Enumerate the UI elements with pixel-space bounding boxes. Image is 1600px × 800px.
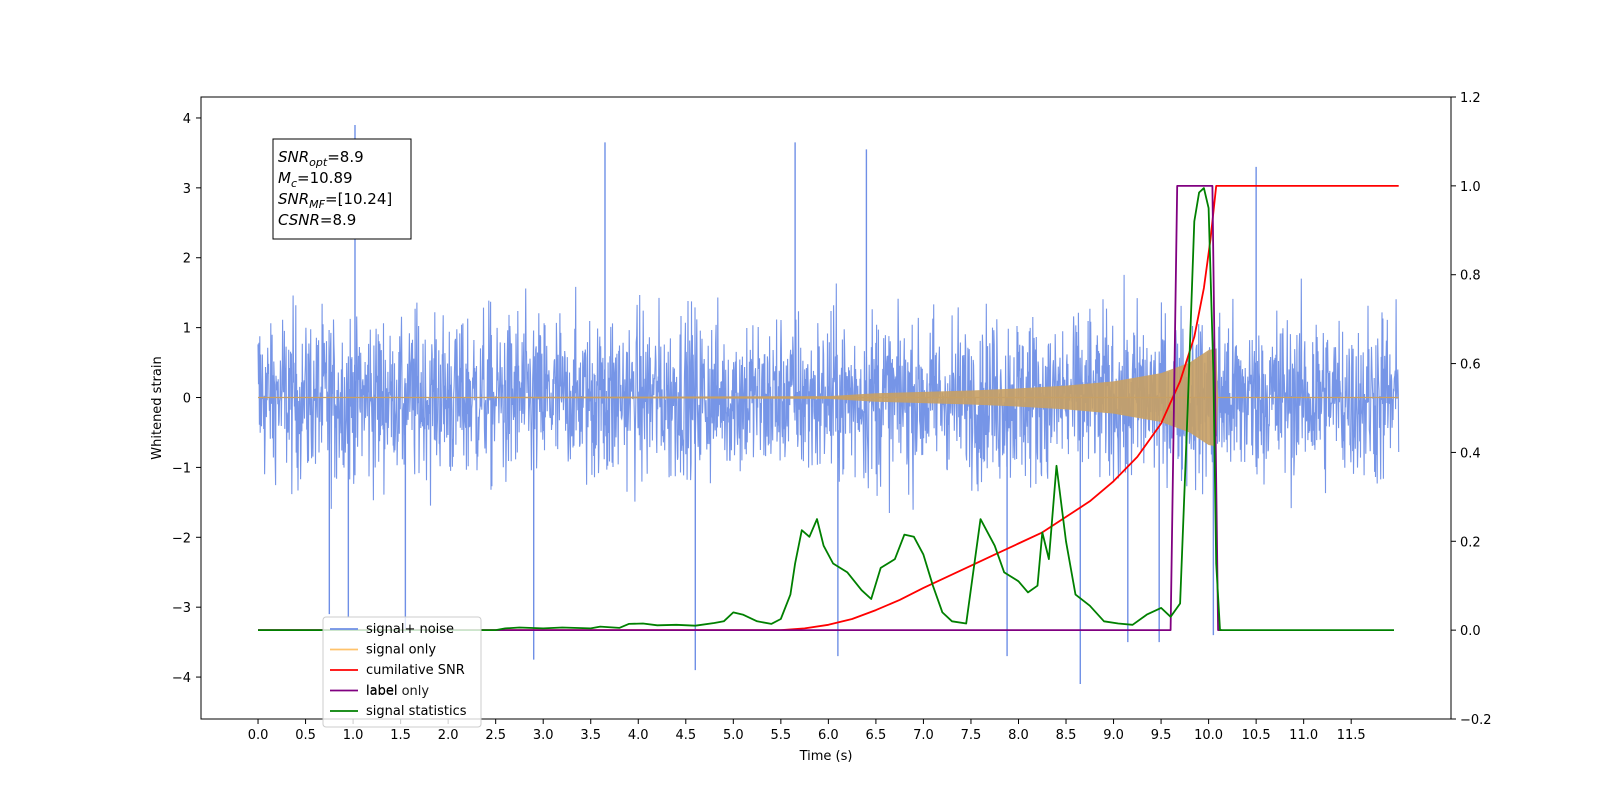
legend-label: signal+ noise [366, 622, 454, 637]
y2-tick-label: −0.2 [1460, 713, 1492, 728]
series-signal-statistics [258, 187, 1394, 631]
y-axis-left: 4 3 2 1 0 −1 −2 −3 −4 [172, 112, 201, 686]
series-label [258, 185, 1222, 631]
x-tick-label: 1.0 [343, 728, 364, 743]
info-box-frame [272, 138, 412, 240]
plot-area [257, 124, 1400, 685]
info-line: CSNR=8.9 [278, 211, 356, 229]
x-tick-label: 4.5 [675, 728, 696, 743]
y-tick-label: 2 [183, 252, 191, 267]
y-tick-label: 1 [183, 322, 191, 337]
x-tick-label: 0.5 [295, 728, 316, 743]
x-tick-label: 8.5 [1056, 728, 1077, 743]
series-signal-noise [257, 274, 1400, 514]
x-tick-label: 10.0 [1194, 728, 1223, 743]
x-tick-label: 5.5 [771, 728, 792, 743]
x-tick-label: 10.5 [1242, 728, 1271, 743]
legend-label: signal only [366, 643, 436, 658]
x-axis: 0.0 0.5 1.0 1.5 2.0 2.5 3.0 3.5 4.0 4.5 5.0 5.5 6.0 6… [248, 719, 1366, 743]
y2-tick-label: 1.0 [1460, 180, 1481, 195]
x-tick-label: 5.0 [723, 728, 744, 743]
x-tick-label: 3.0 [533, 728, 554, 743]
x-axis-label: Time (s) [799, 749, 853, 764]
info-line: Mc=10.89 [278, 169, 353, 190]
legend-entries: label only signal+ noise signal only cumila… [330, 622, 467, 719]
x-tick-label: 7.5 [961, 728, 982, 743]
y-tick-label: −2 [172, 531, 191, 546]
legend: label only signal+ noise signal only cumila… [322, 616, 482, 728]
x-tick-label: 2.5 [485, 728, 506, 743]
y2-tick-label: 0.4 [1460, 446, 1481, 461]
x-tick-label: 3.5 [580, 728, 601, 743]
y-tick-label: −1 [172, 461, 191, 476]
legend-label: label [366, 684, 397, 699]
y-axis-right: 1.2 1.0 0.8 0.6 0.4 0.2 0.0 −0.2 [1451, 91, 1492, 728]
y2-tick-label: 0.6 [1460, 358, 1481, 373]
x-tick-label: 9.5 [1151, 728, 1172, 743]
y-axis-label: Whitened strain [150, 356, 165, 459]
y-tick-label: 0 [183, 392, 191, 407]
x-tick-label: 4.0 [628, 728, 649, 743]
x-tick-label: 6.5 [866, 728, 887, 743]
y-tick-label: 4 [183, 112, 191, 127]
y-tick-label: 3 [183, 182, 191, 197]
y-tick-label: −3 [172, 601, 191, 616]
x-tick-label: 8.0 [1008, 728, 1029, 743]
x-tick-label: 11.0 [1289, 728, 1318, 743]
legend-hidden-label: label only [366, 684, 429, 699]
series-cumulative-snr [258, 185, 1399, 631]
info-line: SNRMF=[10.24] [278, 190, 392, 211]
legend-label: cumilative SNR [366, 663, 465, 678]
x-tick-label: 1.5 [390, 728, 411, 743]
x-tick-label: 9.0 [1103, 728, 1124, 743]
plot-frame [200, 96, 1452, 720]
x-tick-label: 6.0 [818, 728, 839, 743]
legend-label: signal statistics [366, 704, 467, 719]
y2-tick-label: 0.2 [1460, 535, 1481, 550]
y2-tick-label: 0.8 [1460, 269, 1481, 284]
info-line: SNRopt=8.9 [278, 148, 364, 169]
y-tick-label: −4 [172, 671, 191, 686]
x-tick-label: 0.0 [248, 728, 269, 743]
y2-tick-label: 0.0 [1460, 624, 1481, 639]
legend-frame [322, 616, 482, 728]
x-tick-label: 11.5 [1337, 728, 1366, 743]
y2-tick-label: 1.2 [1460, 91, 1481, 106]
x-tick-label: 2.0 [438, 728, 459, 743]
x-tick-label: 7.0 [913, 728, 934, 743]
